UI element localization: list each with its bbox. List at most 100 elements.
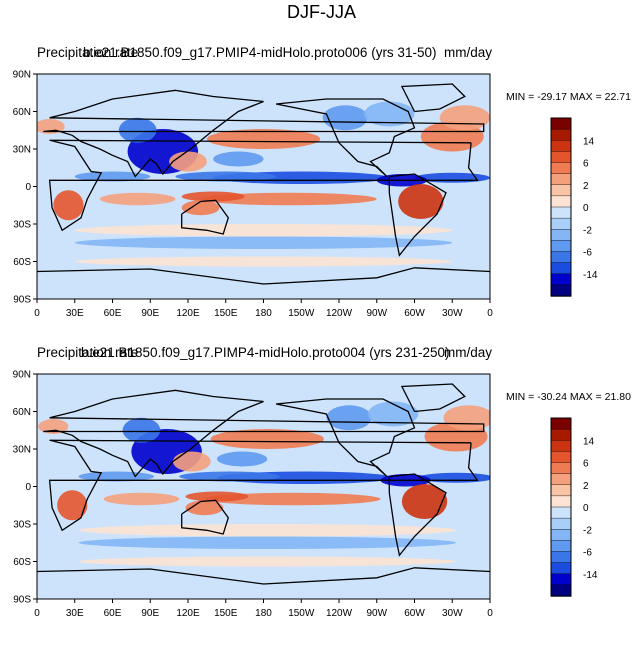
panel-1-min-label: MIN = (506, 91, 535, 103)
anomaly-patch (213, 151, 264, 167)
lon-tick-label: 120W (326, 608, 353, 619)
colorbar-label: -14 (583, 270, 598, 281)
colorbar-swatch (550, 162, 572, 175)
panel-1-min-value: -29.17 (537, 91, 567, 103)
colorbar-swatch (550, 517, 572, 530)
lon-tick-label: 150E (214, 308, 238, 319)
colorbar-frame (550, 117, 572, 297)
anomaly-patch (74, 256, 453, 267)
colorbar-label: -2 (583, 525, 592, 536)
coastline (37, 567, 490, 585)
lon-tick-label: 150W (288, 608, 315, 619)
lon-tick-label: 0 (34, 608, 40, 619)
lon-tick-label: 60W (404, 308, 425, 319)
panel-2-min-label: MIN = (506, 391, 535, 403)
anomaly-patch (326, 405, 372, 431)
coastline (275, 398, 416, 477)
anomaly-patch (169, 151, 207, 172)
colorbar-swatch (550, 184, 572, 197)
anomaly-patch (57, 490, 88, 521)
anomaly-patch (206, 129, 321, 149)
anomaly-patch (74, 224, 453, 237)
anomaly-patch (53, 190, 84, 221)
anomaly-patch (322, 105, 368, 131)
colorbar-swatch (550, 584, 572, 597)
anomaly-patch (443, 405, 490, 431)
lon-tick-label: 30W (442, 308, 463, 319)
colorbar-swatch (550, 229, 572, 242)
lon-tick-label: 30W (442, 608, 463, 619)
lat-tick-label: 60N (13, 407, 31, 418)
anomaly-patch (74, 236, 453, 249)
colorbar-label: -6 (583, 248, 592, 259)
lat-tick-label: 60S (13, 557, 31, 568)
lat-tick-label: 90N (13, 370, 31, 381)
panel-1-minmax: MIN = -29.17 MAX = 22.71 (506, 91, 631, 103)
panel-1-center-title: b.e21.B1850.f09_g17.PMIP4-midHolo.proto0… (83, 45, 437, 60)
anomaly-patch (204, 492, 381, 506)
colorbar-swatch (550, 151, 572, 164)
figure-title: DJF-JJA (287, 2, 356, 22)
anomaly-patch (398, 184, 444, 219)
anomaly-patch (200, 192, 377, 206)
panel-1-max-label: MAX = (569, 91, 602, 103)
anomaly-patch (175, 171, 277, 182)
anomaly-patch (210, 429, 324, 449)
anomaly-patch (181, 191, 245, 202)
map-panel-1: Precipitation rate b.e21.B1850.f09_g17.P… (0, 45, 643, 345)
panel-2-minmax: MIN = -30.24 MAX = 21.80 (506, 391, 631, 403)
panel-2-left-title: Precipitation rate (37, 345, 139, 360)
lon-tick-label: 30E (66, 608, 84, 619)
anomaly-patch (78, 524, 457, 537)
panel-2-center-title: b.e21.B1850.f09_g17.PIMP4-midHolo.proto0… (81, 345, 450, 360)
anomaly-patch (78, 556, 457, 567)
colorbar-swatch (550, 240, 572, 253)
colorbar-label: 6 (583, 159, 589, 170)
coastline (37, 267, 490, 285)
lon-tick-label: 0 (487, 308, 493, 319)
colorbar-label: -14 (583, 570, 598, 581)
colorbar-label: 14 (583, 436, 595, 447)
colorbar-swatch (550, 551, 572, 564)
colorbar-swatch (550, 117, 572, 130)
colorbar-label: 0 (583, 503, 589, 514)
lat-tick-label: 0 (25, 482, 31, 493)
coastline (400, 383, 466, 413)
anomaly-patch (367, 401, 419, 427)
colorbar-swatch (550, 428, 572, 441)
panel-1-header: Precipitation rate b.e21.B1850.f09_g17.P… (37, 45, 492, 63)
colorbar-swatch (550, 173, 572, 186)
colorbar-swatch (550, 462, 572, 475)
colorbar-swatch (550, 529, 572, 542)
lon-tick-label: 120E (176, 608, 200, 619)
panel-2-header: Precipitation rate b.e21.B1850.f09_g17.P… (37, 345, 492, 363)
lon-tick-label: 90E (141, 608, 159, 619)
panel-2-units: mm/day (443, 345, 492, 360)
lon-tick-label: 150E (214, 608, 238, 619)
colorbar-frame (550, 417, 572, 597)
anomaly-patch (78, 536, 457, 549)
colorbar-swatch (550, 506, 572, 519)
lon-tick-label: 60W (404, 608, 425, 619)
anomaly-patch (179, 471, 280, 482)
panel-2-max-value: 21.80 (604, 391, 631, 403)
coastline (181, 199, 230, 235)
anomaly-patch (103, 492, 180, 506)
lon-tick-label: 60E (104, 308, 122, 319)
panel-2-max-label: MAX = (569, 391, 602, 403)
anomaly-patch (185, 491, 249, 502)
lon-tick-label: 0 (34, 308, 40, 319)
colorbar-label: 2 (583, 481, 589, 492)
colorbar-swatch (550, 273, 572, 286)
colorbar-swatch (550, 195, 572, 208)
lon-tick-label: 30E (66, 308, 84, 319)
lat-tick-label: 30N (13, 445, 31, 456)
lon-tick-label: 90E (141, 308, 159, 319)
anomaly-patch (118, 117, 157, 143)
colorbar-swatch (550, 451, 572, 464)
coastline (388, 173, 447, 257)
colorbar-swatch (550, 128, 572, 141)
colorbar-swatch (550, 140, 572, 153)
lat-tick-label: 30S (13, 220, 31, 231)
